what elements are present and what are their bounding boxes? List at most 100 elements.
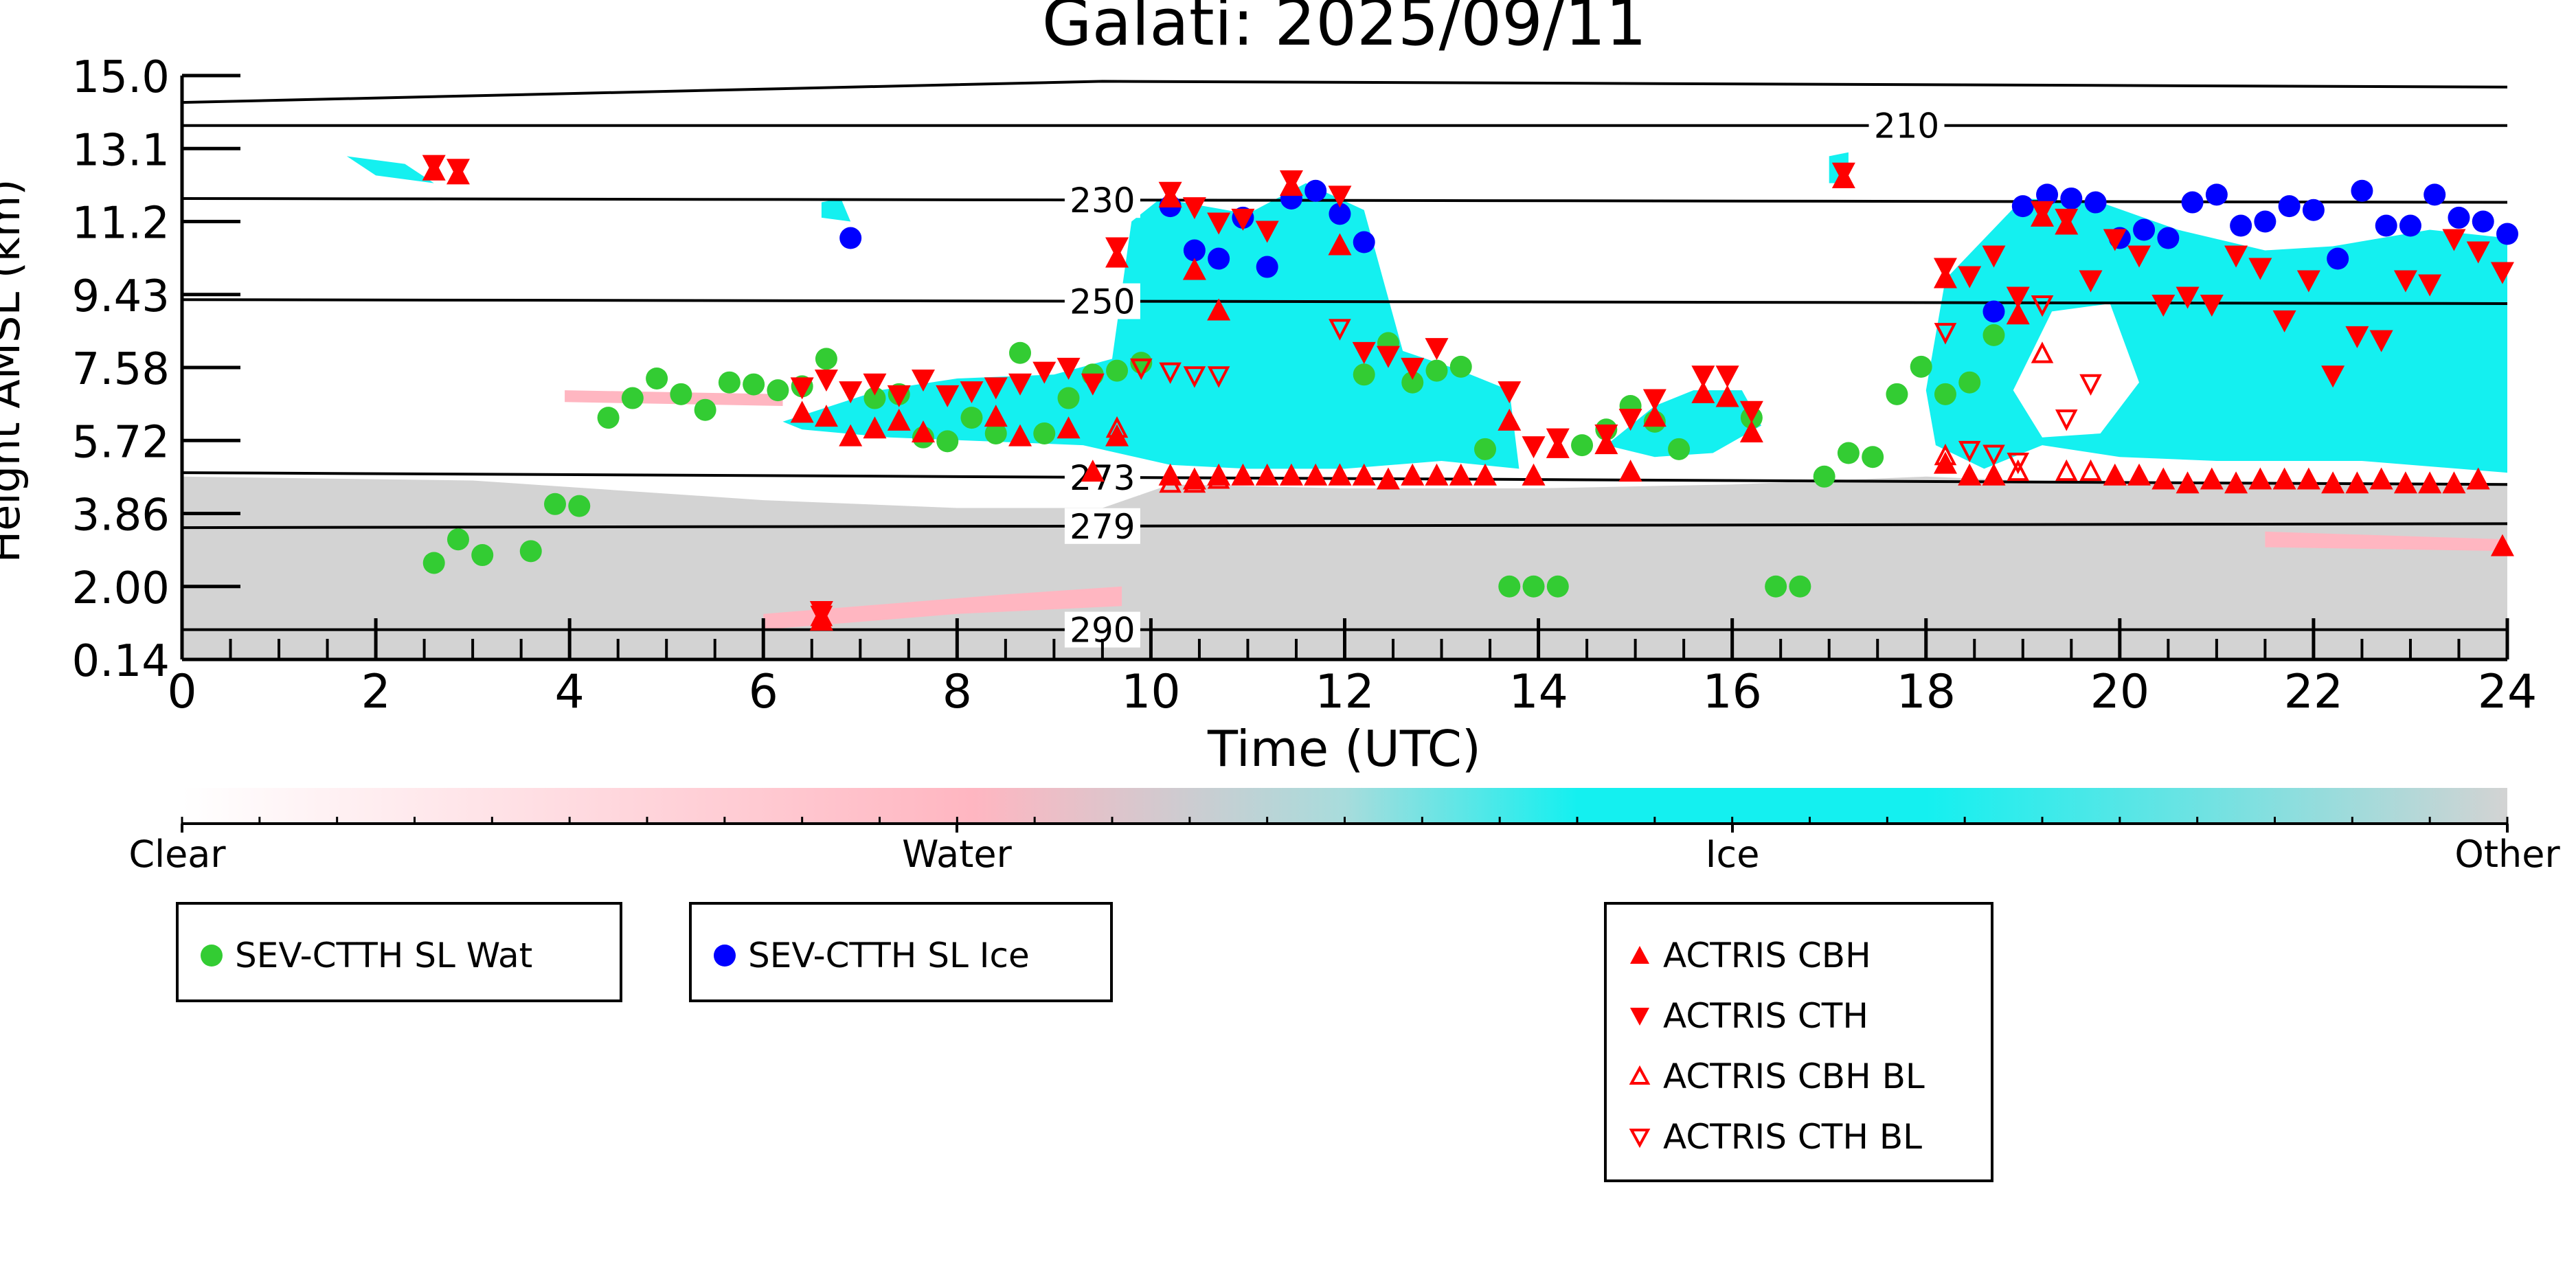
data-point (1182, 258, 1206, 280)
data-point (2490, 534, 2514, 556)
y-tick-label: 15.0 (72, 52, 170, 103)
data-point (1958, 440, 1981, 463)
data-point (1207, 366, 1230, 388)
data-point (1739, 400, 1763, 423)
data-point (863, 416, 887, 439)
data-point (2230, 214, 2252, 237)
data-point (1376, 467, 1400, 490)
red-open-triangle-up-icon (1629, 1065, 1651, 1085)
data-point (1255, 221, 1279, 243)
data-point (447, 528, 469, 551)
data-point (1862, 446, 1884, 468)
data-point (1352, 341, 1376, 364)
data-point (446, 159, 470, 181)
data-point (2351, 179, 2373, 202)
data-point (2176, 286, 2200, 309)
data-point (1328, 233, 1352, 256)
series-actris-cth-bl (810, 295, 2102, 628)
data-point (1473, 463, 1498, 486)
data-point (1057, 416, 1081, 439)
x-tick-label: 20 (2090, 665, 2150, 719)
data-point (2248, 467, 2272, 490)
x-tick-label: 8 (942, 665, 972, 719)
data-point (1353, 231, 1375, 253)
red-open-triangle-down-icon (1629, 1129, 1651, 1149)
data-point (2448, 206, 2470, 229)
data-point (2418, 471, 2442, 494)
data-point (2466, 241, 2490, 264)
data-point (1837, 442, 1860, 464)
data-point (1328, 185, 1352, 208)
data-point (2345, 471, 2369, 494)
data-point (1642, 389, 1667, 411)
x-tick-label: 24 (2478, 665, 2538, 719)
data-point (1449, 355, 1472, 378)
x-tick-label: 6 (749, 665, 778, 719)
data-point (1498, 381, 1522, 404)
data-point (814, 405, 838, 427)
y-tick-label: 3.86 (72, 490, 170, 541)
data-point (1231, 463, 1255, 486)
data-point (1813, 465, 1835, 488)
data-point (1982, 444, 2005, 466)
data-point (743, 373, 765, 396)
data-point (2151, 294, 2176, 317)
axes: 0 2 4 6 8 10 12 14 16 18 20 22 240.142.003.865.727.5… (72, 52, 2538, 719)
data-point (960, 407, 983, 429)
data-point (2200, 467, 2224, 490)
colorbar-label-water: Water (902, 833, 1012, 876)
data-point (1256, 256, 1278, 278)
x-tick-label: 18 (1896, 665, 1956, 719)
data-point (1618, 460, 1642, 482)
data-point (936, 385, 960, 407)
legend-label-sev-ctth-ice: SEV-CTTH SL Ice (748, 936, 1030, 975)
data-point (2442, 229, 2466, 251)
cirrus-patch-small (821, 198, 851, 222)
colorbar-label-other: Other (2454, 833, 2560, 876)
data-point (2205, 183, 2228, 206)
data-point (2127, 245, 2151, 268)
data-point (1032, 361, 1057, 384)
data-point (2200, 294, 2224, 317)
blue-circle-icon (714, 945, 736, 967)
data-point (1329, 463, 1351, 485)
data-point (1691, 381, 1715, 403)
data-point (1715, 365, 1739, 388)
data-point (1668, 438, 1691, 460)
data-point (1106, 359, 1129, 382)
data-point (2055, 208, 2079, 231)
legend-satellite-water: SEV-CTTH SL Wat (176, 902, 622, 1002)
data-point (1498, 408, 1522, 431)
data-point (2224, 471, 2248, 494)
data-point (2296, 467, 2320, 490)
data-point (2369, 467, 2393, 490)
data-point (2127, 463, 2151, 486)
data-point (790, 400, 814, 423)
legend-label-actris-cbh: ACTRIS CBH (1663, 936, 1871, 975)
data-point (1934, 383, 1956, 405)
data-point (814, 369, 838, 392)
x-tick-label: 14 (1509, 665, 1568, 719)
data-point (887, 385, 911, 407)
data-point (1008, 373, 1032, 396)
isotherm-label-230: 230 (1070, 181, 1135, 221)
data-point (2278, 195, 2301, 218)
data-point (646, 367, 668, 389)
green-circle-icon (201, 945, 223, 967)
data-point (2248, 258, 2272, 280)
data-point (839, 424, 863, 447)
y-tick-label: 0.14 (72, 636, 170, 687)
data-point (1642, 405, 1667, 427)
data-point (2011, 195, 2034, 218)
data-point (2079, 459, 2102, 482)
data-point (1329, 203, 1351, 225)
data-point (1425, 359, 1448, 382)
isotherm-label-bg-273 (1064, 459, 1140, 495)
data-point (1425, 338, 1449, 361)
data-point (1159, 362, 1182, 384)
isotherm-label-bg-230 (1064, 182, 1140, 218)
isotherm-line-279 (181, 522, 2508, 530)
legend-actris: ACTRIS CBH ACTRIS CTH ACTRIS CBH BL ACTR… (1604, 902, 1993, 1182)
ice-region-night (1925, 198, 2507, 473)
